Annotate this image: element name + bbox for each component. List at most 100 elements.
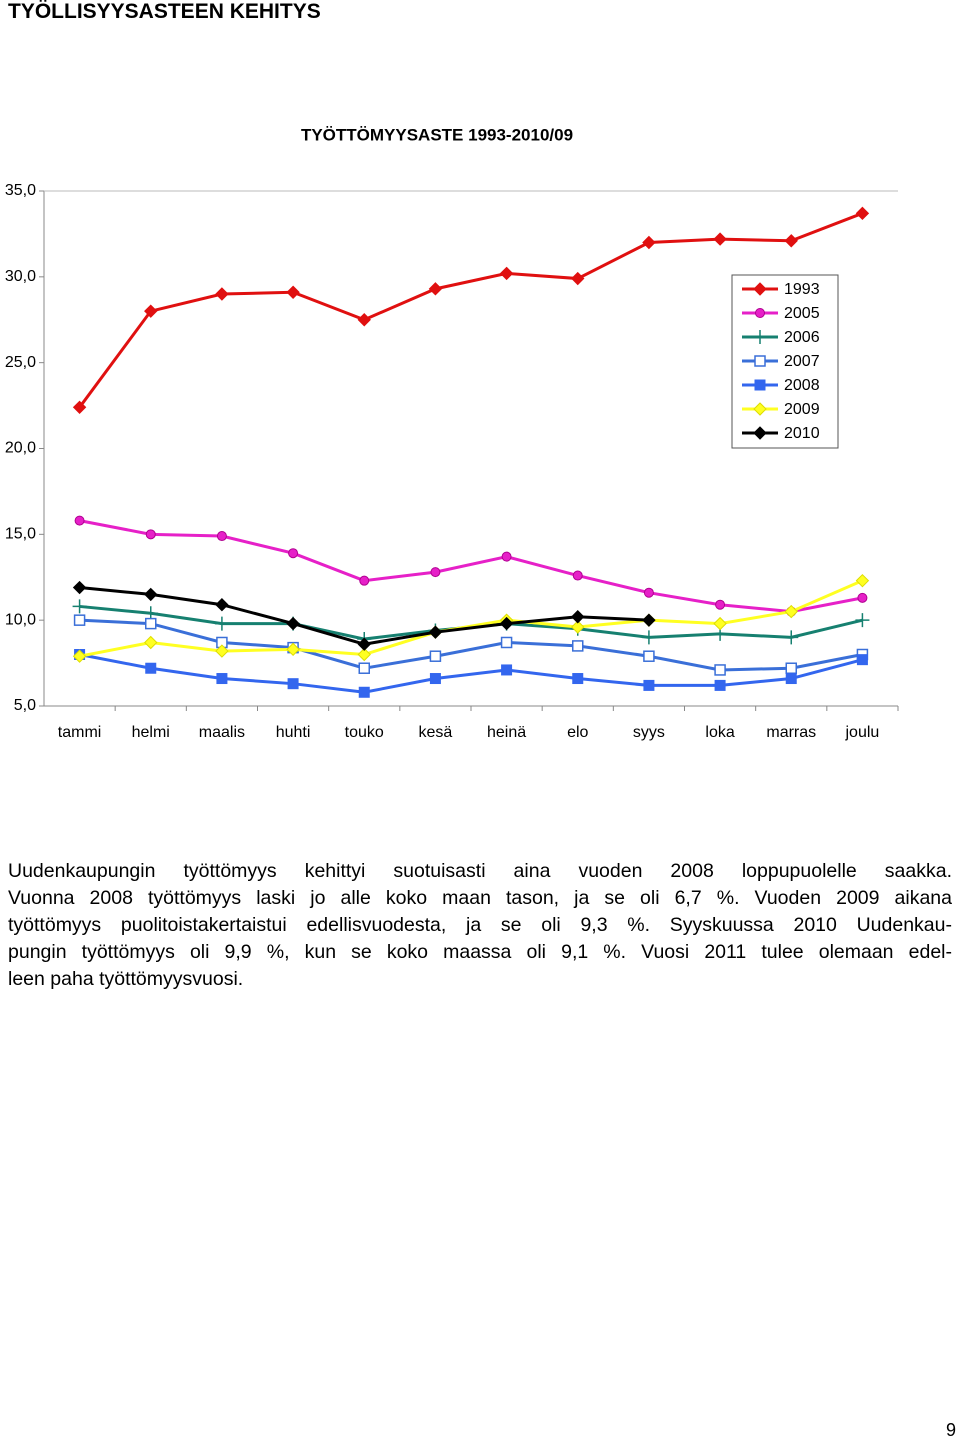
marker xyxy=(714,679,726,691)
marker xyxy=(215,287,229,301)
marker xyxy=(357,637,371,651)
x-tick-label: joulu xyxy=(845,724,880,741)
series-line xyxy=(79,618,863,672)
marker xyxy=(641,630,656,645)
marker xyxy=(145,662,157,674)
marker xyxy=(755,308,765,318)
marker xyxy=(288,548,299,559)
y-tick-label: 5,0 xyxy=(14,697,36,714)
chart-title: TYÖTTÖMYYSASTE 1993-2010/09 xyxy=(301,125,573,144)
marker xyxy=(572,673,584,685)
heading: TYÖLLISYYSASTEEN KEHITYS xyxy=(8,0,321,23)
marker xyxy=(571,271,585,286)
marker xyxy=(642,235,656,250)
y-tick-label: 20,0 xyxy=(5,440,36,457)
marker xyxy=(855,613,870,628)
marker xyxy=(287,678,299,690)
legend-label: 2009 xyxy=(784,401,820,418)
y-tick-label: 30,0 xyxy=(5,268,36,285)
marker xyxy=(500,636,513,649)
y-tick-label: 10,0 xyxy=(5,611,36,628)
marker xyxy=(572,640,584,652)
marker xyxy=(73,614,86,626)
paragraph-line: Uudenkaupungin työttömyys kehittyi suotu… xyxy=(8,860,952,882)
marker xyxy=(358,662,370,674)
marker xyxy=(499,616,514,631)
marker xyxy=(753,426,767,440)
marker xyxy=(643,650,655,662)
legend-label: 1993 xyxy=(784,281,820,298)
x-tick-label: heinä xyxy=(487,724,526,741)
marker xyxy=(571,610,585,624)
marker xyxy=(216,531,227,542)
marker xyxy=(357,647,371,662)
marker xyxy=(501,551,512,562)
x-tick-label: helmi xyxy=(132,724,170,741)
marker xyxy=(784,604,798,619)
marker xyxy=(428,282,443,296)
legend-label: 2008 xyxy=(784,377,820,394)
marker xyxy=(713,232,727,246)
y-tick-label: 35,0 xyxy=(5,182,36,199)
marker xyxy=(572,570,583,581)
marker xyxy=(713,616,727,631)
marker xyxy=(857,592,868,603)
x-tick-label: tammi xyxy=(58,724,102,741)
marker xyxy=(215,598,229,612)
marker xyxy=(359,575,370,586)
marker xyxy=(144,304,158,318)
x-tick-label: maalis xyxy=(199,724,245,741)
marker xyxy=(785,673,797,685)
series-line xyxy=(79,604,863,641)
marker xyxy=(501,664,513,676)
marker xyxy=(428,625,443,639)
x-tick-label: marras xyxy=(766,724,816,741)
marker xyxy=(286,642,300,657)
marker xyxy=(714,664,726,676)
paragraph-line: pungin työttömyys oli 9,9 %, kun se koko… xyxy=(8,941,952,963)
marker xyxy=(145,529,156,540)
page-number: 9 xyxy=(945,1420,956,1440)
marker xyxy=(144,635,158,650)
chart: TYÖTTÖMYYSASTE 1993-2010/09 5,0 10,0 15,0 2… xyxy=(5,125,899,741)
marker xyxy=(855,206,870,221)
marker xyxy=(429,650,442,662)
marker xyxy=(214,616,229,631)
series-line xyxy=(79,519,863,614)
series-line xyxy=(78,211,863,409)
marker xyxy=(72,580,87,595)
series-line xyxy=(79,579,864,658)
marker xyxy=(855,573,870,588)
legend-label: 2005 xyxy=(784,305,820,322)
paragraph-line: leen paha työttömyysvuosi. xyxy=(8,968,244,990)
legend-label: 2010 xyxy=(784,425,820,442)
marker xyxy=(286,285,300,299)
marker xyxy=(144,587,158,602)
marker xyxy=(145,617,157,630)
x-tick-label: syys xyxy=(633,724,665,741)
marker xyxy=(358,686,370,698)
y-tick-label: 25,0 xyxy=(5,354,36,371)
marker xyxy=(754,379,766,391)
marker xyxy=(643,587,654,598)
marker xyxy=(74,515,85,526)
marker xyxy=(753,282,767,296)
marker xyxy=(856,654,868,666)
y-tick-label: 15,0 xyxy=(5,526,36,543)
x-tick-label: touko xyxy=(345,724,384,741)
marker xyxy=(429,673,441,685)
marker xyxy=(72,649,87,663)
paragraph-line: Vuonna 2008 työttömyys laski jo alle kok… xyxy=(8,887,952,909)
marker xyxy=(357,313,371,327)
x-tick-label: elo xyxy=(567,724,588,741)
marker xyxy=(642,613,656,627)
x-tick-label: loka xyxy=(705,724,734,741)
marker xyxy=(785,662,797,674)
marker xyxy=(430,567,441,578)
marker xyxy=(286,616,300,631)
marker xyxy=(784,234,798,248)
marker xyxy=(753,402,767,416)
series-line xyxy=(79,653,863,694)
marker xyxy=(643,679,655,691)
